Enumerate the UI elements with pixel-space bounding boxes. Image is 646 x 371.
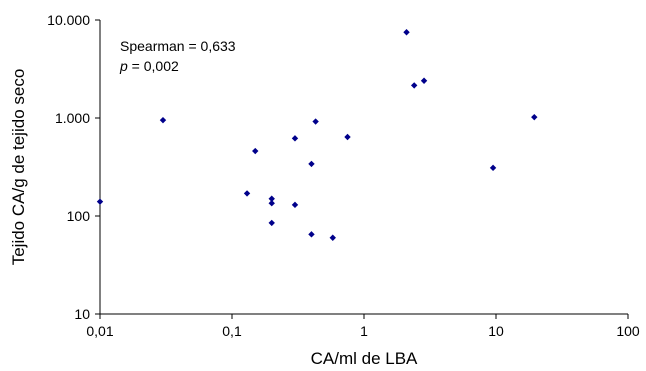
data-points bbox=[96, 29, 538, 241]
p-symbol: p bbox=[119, 58, 128, 74]
x-ticks: 0,01 0,1 1 10 100 bbox=[86, 314, 640, 339]
data-point-marker bbox=[531, 113, 538, 121]
data-point-marker bbox=[291, 135, 299, 142]
data-point-marker bbox=[96, 198, 104, 205]
x-tick-label: 0,1 bbox=[222, 323, 242, 339]
data-point-marker bbox=[420, 77, 428, 84]
y-ticks: 10 100 1.000 10.000 bbox=[47, 12, 100, 322]
x-axis-title: CA/ml de LBA bbox=[311, 349, 418, 368]
p-value-text: = 0,002 bbox=[128, 58, 179, 74]
y-tick-label: 10.000 bbox=[47, 12, 90, 28]
data-point-marker bbox=[268, 219, 275, 227]
y-tick-label: 10 bbox=[74, 306, 90, 322]
plot-area: 10 100 1.000 10.000 0,01 0,1 1 10 100 bbox=[47, 12, 640, 339]
data-point-marker bbox=[243, 190, 251, 197]
data-point-marker bbox=[329, 234, 336, 241]
data-point-marker bbox=[291, 201, 299, 209]
data-point-marker bbox=[159, 116, 167, 124]
data-point-marker bbox=[312, 118, 319, 125]
data-point-marker bbox=[252, 147, 259, 155]
x-tick-label: 1 bbox=[360, 323, 368, 339]
data-point-marker bbox=[489, 164, 497, 172]
p-value-annotation: p = 0,002 bbox=[119, 58, 179, 74]
data-point-marker bbox=[308, 160, 315, 168]
data-point-marker bbox=[344, 133, 351, 141]
data-point-marker bbox=[308, 231, 315, 238]
spearman-annotation: Spearman = 0,633 bbox=[120, 38, 236, 54]
data-point-marker bbox=[268, 195, 275, 202]
x-tick-label: 0,01 bbox=[86, 323, 113, 339]
data-point-marker bbox=[403, 29, 410, 36]
y-tick-label: 1.000 bbox=[55, 110, 90, 126]
data-point-marker bbox=[268, 200, 275, 207]
y-axis-title: Tejido CA/g de tejido seco bbox=[9, 69, 28, 266]
data-point-marker bbox=[410, 82, 418, 89]
y-tick-label: 100 bbox=[67, 208, 91, 224]
x-tick-label: 100 bbox=[616, 323, 640, 339]
x-tick-label: 10 bbox=[488, 323, 504, 339]
